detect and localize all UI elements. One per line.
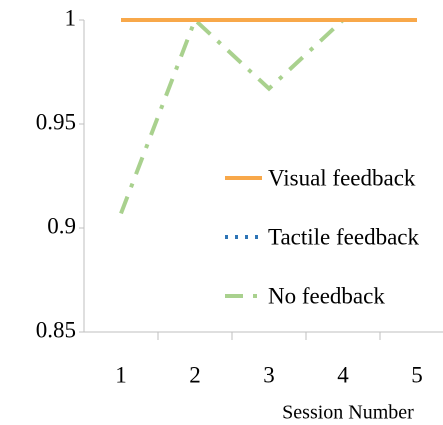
x-tick-label: 1 — [115, 362, 127, 387]
y-tick-label: 1 — [65, 5, 77, 30]
y-tick-label: 0.95 — [36, 109, 76, 134]
legend-label: Tactile feedback — [268, 224, 419, 249]
y-tick-label: 0.9 — [47, 213, 76, 238]
x-tick-label: 4 — [337, 362, 349, 387]
x-tick-label: 2 — [189, 362, 201, 387]
legend-label: Visual feedback — [268, 165, 416, 190]
x-tick-label: 5 — [411, 362, 423, 387]
legend-label: No feedback — [268, 283, 385, 308]
x-axis-label: Session Number — [282, 402, 414, 424]
y-tick-label: 0.85 — [36, 317, 76, 342]
x-tick-label: 3 — [263, 362, 275, 387]
